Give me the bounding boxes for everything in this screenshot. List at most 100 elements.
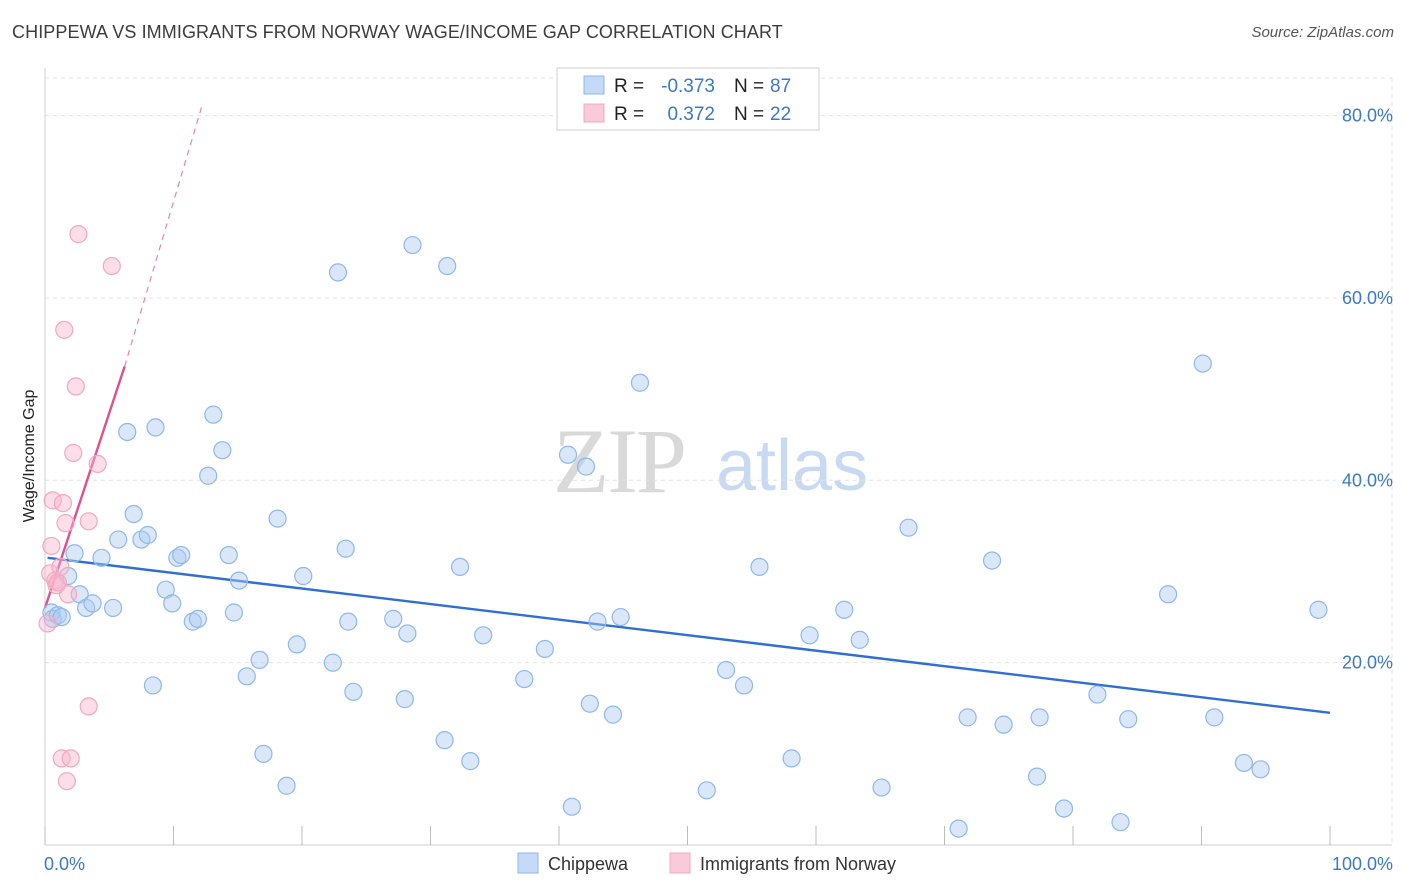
stats-legend: R = -0.373 N = 87 R = 0.372 N = 22 xyxy=(556,67,820,131)
chippewa-point xyxy=(336,539,355,558)
chippewa-point xyxy=(398,624,417,643)
chippewa-point xyxy=(734,676,754,695)
norway-point xyxy=(64,443,83,463)
chippewa-point xyxy=(1234,753,1254,773)
legend-n-label-1: N = xyxy=(734,76,764,97)
chippewa-point xyxy=(219,545,238,565)
chippewa-point xyxy=(213,441,232,460)
norway-point xyxy=(79,512,98,531)
chippewa-point xyxy=(1251,760,1270,779)
chippewa-point xyxy=(949,819,968,838)
chippewa-point xyxy=(339,612,358,631)
chippewa-point xyxy=(872,778,891,797)
chippewa-point xyxy=(750,557,769,577)
chippewa-point xyxy=(83,594,102,613)
chippewa-point xyxy=(146,418,165,437)
chippewa-point xyxy=(199,466,218,485)
norway-point xyxy=(48,573,67,592)
chippewa-point xyxy=(104,598,123,618)
chippewa-point xyxy=(474,626,493,645)
bottom-legend-label-chippewa: Chippewa xyxy=(548,854,629,874)
chippewa-point xyxy=(224,603,243,622)
watermark-atlas: atlas xyxy=(716,426,868,506)
legend-r-label-2: R = xyxy=(614,104,644,125)
y-tick-label: 60.0% xyxy=(1342,288,1393,308)
chippewa-point xyxy=(163,594,182,613)
chippewa-point xyxy=(435,731,454,750)
chippewa-point xyxy=(65,544,84,563)
chippewa-point xyxy=(323,653,342,672)
chippewa-point xyxy=(535,639,554,659)
chippewa-point xyxy=(562,797,581,816)
legend-n-value-2: 22 xyxy=(770,104,791,125)
bottom-legend-label-norway: Immigrants from Norway xyxy=(700,854,896,874)
chippewa-point xyxy=(697,781,716,800)
norway-point xyxy=(51,557,70,577)
chippewa-point xyxy=(237,667,256,686)
norway-point xyxy=(38,614,57,633)
data-points xyxy=(38,225,1328,838)
chart-title: CHIPPEWA VS IMMIGRANTS FROM NORWAY WAGE/… xyxy=(12,22,783,42)
chippewa-point xyxy=(576,457,596,476)
chippewa-point xyxy=(287,635,306,654)
axes xyxy=(44,68,1392,846)
chippewa-point xyxy=(1119,710,1138,729)
chippewa-point xyxy=(328,263,348,282)
chippewa-point xyxy=(800,626,819,645)
chippewa-point xyxy=(1030,708,1049,727)
norway-trend-line xyxy=(43,365,126,609)
legend-r-value-1: -0.373 xyxy=(661,76,715,97)
chippewa-point xyxy=(1158,585,1178,604)
chippewa-point xyxy=(899,518,918,537)
chippewa-point xyxy=(344,682,363,701)
chippewa-point xyxy=(1205,708,1224,727)
y-tick-label: 80.0% xyxy=(1342,106,1393,126)
chippewa-point xyxy=(1309,600,1328,619)
y-tick-label: 40.0% xyxy=(1342,470,1393,490)
chippewa-point xyxy=(277,776,296,795)
norway-point xyxy=(59,585,78,604)
chippewa-point xyxy=(515,669,534,689)
chippewa-point xyxy=(188,609,208,628)
norway-point xyxy=(61,749,80,768)
chippewa-point xyxy=(1088,685,1107,704)
chippewa-point xyxy=(384,609,403,628)
chippewa-trend-line xyxy=(47,556,1331,714)
chippewa-point xyxy=(994,715,1013,734)
chippewa-point xyxy=(183,612,202,631)
chippewa-point xyxy=(982,551,1002,570)
y-tick-label: 20.0% xyxy=(1342,653,1393,673)
chippewa-point xyxy=(118,422,137,442)
chippewa-point xyxy=(611,607,630,627)
legend-n-label-2: N = xyxy=(734,104,764,125)
chippewa-point xyxy=(558,445,578,464)
chippewa-point xyxy=(250,650,269,670)
chippewa-point xyxy=(782,749,801,768)
chippewa-point xyxy=(138,525,157,545)
source-label: Source: ZipAtlas.com xyxy=(1251,24,1394,41)
norway-point xyxy=(43,491,62,510)
chippewa-point xyxy=(1193,354,1212,373)
chippewa-point xyxy=(172,545,191,565)
bottom-legend-swatch-chippewa xyxy=(517,852,539,874)
y-axis-title: Wage/Income Gap xyxy=(21,390,38,523)
chippewa-point xyxy=(438,256,457,276)
chippewa-point xyxy=(403,235,422,255)
norway-point xyxy=(79,697,98,716)
norway-point xyxy=(88,454,107,473)
norway-point xyxy=(56,514,75,533)
legend-n-value-1: 87 xyxy=(770,76,791,97)
x-tick-label-min: 0.0% xyxy=(44,854,85,874)
legend-swatch-norway xyxy=(583,103,605,123)
chippewa-point xyxy=(461,752,480,771)
chippewa-point xyxy=(229,571,249,590)
chippewa-point xyxy=(450,557,470,577)
norway-trend-extension xyxy=(124,106,203,367)
norway-point xyxy=(53,493,73,513)
norway-point xyxy=(102,256,121,276)
chippewa-point xyxy=(1111,813,1130,832)
chippewa-point xyxy=(294,566,313,586)
chippewa-point xyxy=(630,373,650,392)
chippewa-point xyxy=(580,694,599,713)
